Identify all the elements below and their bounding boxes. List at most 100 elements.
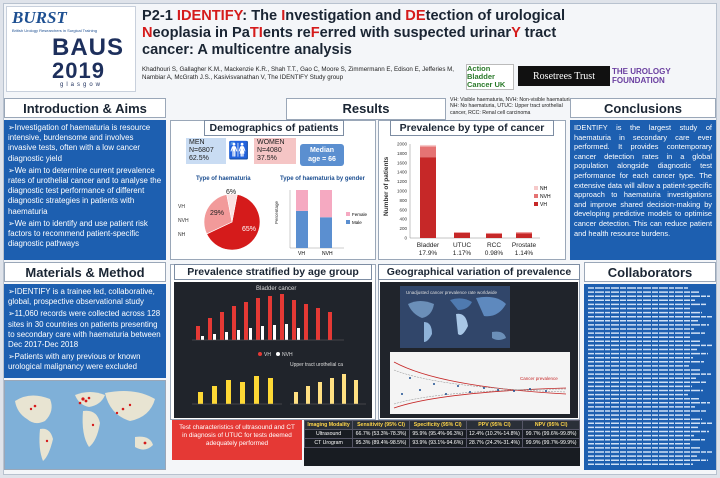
- conclusions-heading: Conclusions: [570, 98, 716, 118]
- table-header-row: Imaging Modality Sensitivity (95% CI) Sp…: [303, 420, 580, 430]
- methods-point: ➢IDENTIFY is a trainee led, collaborativ…: [8, 287, 155, 307]
- table-cell: 66.7% (53.3%-78.3%): [352, 429, 410, 439]
- gender-chart-title: Type of haematuria by gender: [280, 176, 365, 182]
- table-cell: 95.9% (95.4%-96.3%): [408, 429, 467, 439]
- age-stratified-title: Prevalence stratified by age group: [174, 264, 372, 280]
- prev-bar-nvh-rcc: [486, 233, 502, 235]
- prev-bar-vh-rcc: [486, 234, 502, 238]
- table-header: Specificity (95% CI): [408, 420, 467, 430]
- prev-pct-utuc: 1.17%: [453, 250, 472, 257]
- prev-y-tick: 800: [399, 198, 407, 203]
- table-cell: 12.4% (10.2%-14.8%): [465, 429, 524, 439]
- prevalence-type-title: Prevalence by type of cancer: [390, 120, 554, 136]
- prev-cat-utuc: UTUC: [453, 242, 471, 249]
- prev-pct-rcc: 0.98%: [485, 250, 504, 257]
- results-heading: Results: [286, 98, 446, 120]
- burst-logo-subtitle: British Urology Researchers in Surgical …: [12, 28, 97, 33]
- gender-bar-female-vh: [296, 190, 308, 211]
- prev-bar-vh-bladder: [420, 157, 436, 238]
- methods-heading: Materials & Method: [4, 262, 166, 282]
- age-chart2-title: Upper tract urothelial ca: [290, 362, 343, 368]
- table-row: Ultrasound 66.7% (53.3%-78.3%) 95.9% (95…: [303, 429, 580, 439]
- test-characteristics-table: Imaging Modality Sensitivity (95% CI) Sp…: [303, 420, 580, 466]
- sponsor-logo-rosetrees: Rosetrees Trust: [518, 66, 610, 86]
- pie-label-nvh: 29%: [210, 210, 224, 217]
- gender-ylabel: Percentage: [274, 200, 279, 224]
- poster-authors: Khadhouri S, Gallagher K.M., Mackenzie K…: [142, 66, 455, 81]
- conference-logo: [6, 6, 136, 92]
- abbreviation-note: VH: Visible haematuria, NVH: Non-visible…: [450, 97, 574, 116]
- prev-legend-nvh: NVH: [540, 194, 551, 200]
- prev-bar-vh-utuc: [454, 232, 470, 238]
- prev-y-tick: 0: [404, 236, 407, 241]
- collaborator-names-texture: [588, 287, 712, 466]
- gender-bar-female-nvh: [320, 190, 332, 218]
- gender-legend-female: Female: [352, 212, 368, 217]
- gender-legend-female-swatch: [346, 212, 350, 216]
- gender-bar-male-vh: [296, 210, 308, 248]
- baus-logo-city: glasgow: [60, 82, 104, 88]
- prev-bar-nvh-prostate: [516, 232, 532, 234]
- prev-bar-nvh-utuc: [454, 232, 470, 233]
- intro-point: ➢Investigation of haematuria is resource…: [8, 123, 151, 163]
- gender-legend-male-swatch: [346, 220, 350, 224]
- geographical-panel: Unadjusted cancer prevalence rate worldw…: [380, 282, 578, 418]
- gender-bar-chart: Percentage VH NVH Female Male: [274, 190, 368, 257]
- pie-chart-title: Type of haematuria: [196, 176, 251, 182]
- pie-label-vh: 65%: [242, 226, 256, 233]
- geo-inner-title: Unadjusted cancer prevalence rate worldw…: [406, 290, 498, 295]
- age-charts-panel: Bladder cancer VH NVH Upper tract urothe…: [174, 282, 372, 418]
- prev-cat-prostate: Prostate: [512, 242, 537, 249]
- collaborators-heading: Collaborators: [584, 262, 716, 282]
- prev-legend-nh: NH: [540, 186, 548, 192]
- table-cell: 93.9% (93.1%-94.6%): [408, 438, 467, 448]
- age-legend-vh: VH: [264, 352, 271, 358]
- sponsor-logo-urology-foundation: THE UROLOGY FOUNDATION: [612, 67, 671, 85]
- pie-legend-nh: NH: [178, 232, 186, 238]
- table-cell: 99.9% (99.7%-99.9%): [522, 438, 580, 448]
- pie-legend-vh: VH: [178, 204, 185, 210]
- table-header: Sensitivity (95% CI): [352, 420, 410, 430]
- prev-y-tick: 1600: [397, 160, 408, 165]
- intro-panel: ➢Investigation of haematuria is resource…: [4, 120, 166, 260]
- prevalence-ylabel: Number of patients: [383, 156, 390, 216]
- prev-bar-vh-prostate: [516, 233, 532, 238]
- demographics-title: Demographics of patients: [204, 120, 344, 136]
- age-legend-nvh: NVH: [282, 352, 293, 358]
- prev-y-tick: 1200: [397, 179, 408, 184]
- table-cell: 99.7% (99.6%-99.8%): [522, 429, 580, 439]
- pie-label-nh: 6%: [226, 189, 236, 196]
- haematuria-pie-chart: VH NVH NH 65% 29% 6%: [178, 189, 261, 251]
- median-age-badge: Median age = 66: [300, 144, 344, 166]
- baus-logo-text: BAUS: [52, 34, 125, 61]
- methods-panel: ➢IDENTIFY is a trainee led, collaborativ…: [4, 284, 166, 378]
- gender-x-vh: VH: [298, 251, 305, 257]
- prev-y-tick: 1400: [397, 170, 408, 175]
- prev-legend-nvh-swatch: [534, 194, 538, 198]
- men-box: MEN N=6807 62.5%: [186, 138, 226, 164]
- prev-cat-rcc: RCC: [487, 242, 501, 249]
- funnel-plot-label: Cancer prevalence: [520, 376, 558, 381]
- table-row: CT Urogram 95.3% (89.4%-98.5%) 93.9% (93…: [303, 438, 580, 448]
- table-cell: Ultrasound: [303, 429, 354, 439]
- prevalence-type-bar-chart: Number of patients 0 200 400 600 800 1000 1200…: [383, 142, 551, 258]
- table-header: NPV (95% CI): [522, 420, 580, 430]
- intro-point: ➢We aim to identify and use patient risk…: [8, 218, 148, 249]
- pie-slice-nh: [226, 193, 238, 223]
- pie-slice-nvh: [203, 194, 233, 235]
- test-table-caption: Test characteristics of ultrasound and C…: [172, 420, 302, 460]
- conclusions-panel: IDENTIFY is the largest study of haematu…: [570, 120, 716, 260]
- pie-slice-vh: [206, 194, 261, 251]
- prev-cat-bladder: Bladder: [417, 242, 440, 249]
- age-legend-nvh-dot: [276, 352, 280, 356]
- prev-bar-nvh-bladder: [420, 146, 436, 158]
- gender-x-nvh: NVH: [322, 251, 333, 257]
- gender-bar-male-nvh: [320, 217, 332, 248]
- table-cell: CT Urogram: [303, 438, 354, 448]
- prev-y-tick: 2000: [397, 142, 408, 147]
- table-header: Imaging Modality: [303, 420, 354, 430]
- prev-y-tick: 1800: [397, 151, 408, 156]
- women-box: WOMEN N=4080 37.5%: [254, 138, 296, 164]
- prev-legend-vh-swatch: [534, 202, 538, 206]
- collaborators-panel: [584, 284, 716, 470]
